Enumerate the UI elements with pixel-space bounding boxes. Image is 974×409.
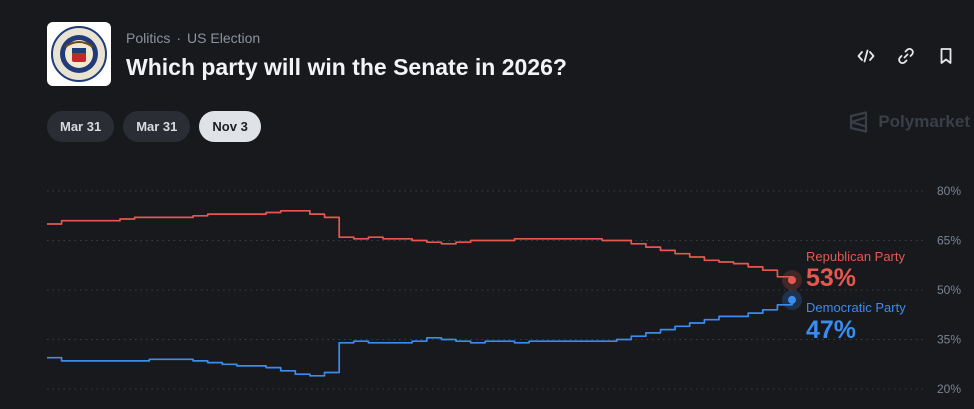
y-tick-label: 20% (937, 382, 961, 396)
date-tab[interactable]: Mar 31 (123, 111, 191, 142)
series-value-label: 53% (806, 264, 856, 292)
series-line-republican (47, 209, 793, 281)
y-tick-label: 35% (937, 333, 961, 347)
brand-watermark: Polymarket (848, 111, 970, 133)
endpoint-marker (788, 276, 796, 285)
breadcrumb: Politics · US Election (126, 30, 260, 46)
bookmark-icon (940, 48, 952, 64)
y-tick-label: 80% (937, 184, 961, 198)
bookmark-button[interactable] (932, 42, 960, 70)
date-tab-active[interactable]: Nov 3 (199, 111, 261, 142)
series-name-label: Republican Party (806, 249, 905, 264)
series-name-label: Democratic Party (806, 300, 906, 315)
page-title: Which party will win the Senate in 2026? (126, 54, 567, 80)
endpoint-marker (788, 295, 796, 304)
market-logo (47, 22, 111, 86)
copy-link-button[interactable] (892, 42, 920, 70)
date-tabs: Mar 31 Mar 31 Nov 3 (47, 111, 261, 142)
series-value-label: 47% (806, 316, 856, 344)
series-line-democratic (47, 299, 793, 377)
brand-name: Polymarket (878, 112, 970, 131)
embed-button[interactable] (852, 42, 880, 70)
breadcrumb-subcategory[interactable]: US Election (187, 30, 261, 46)
market-actions (852, 42, 960, 70)
y-tick-label: 50% (937, 283, 961, 297)
embed-icon (857, 49, 875, 63)
breadcrumb-separator: · (176, 30, 182, 46)
breadcrumb-category[interactable]: Politics (126, 30, 171, 46)
y-tick-label: 65% (937, 234, 961, 248)
date-tab[interactable]: Mar 31 (47, 111, 115, 142)
link-icon (898, 48, 914, 64)
polymarket-logo-icon (850, 111, 868, 133)
